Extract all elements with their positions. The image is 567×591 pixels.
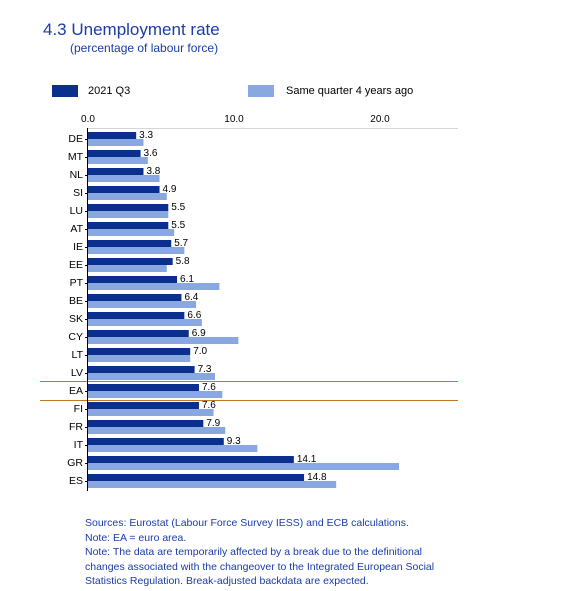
data-label: 7.3	[198, 364, 212, 375]
category-label: LU	[70, 205, 83, 217]
legend-label-2021-q3: 2021 Q3	[88, 85, 131, 97]
bar-2021-q3	[88, 258, 173, 265]
data-label: 3.8	[146, 166, 160, 177]
bar-2021-q3	[88, 348, 191, 355]
bar-2021-q3	[88, 168, 144, 175]
bar-2021-q3	[88, 474, 305, 481]
data-label: 7.9	[206, 418, 220, 429]
category-label: EA	[69, 385, 83, 397]
bar-4-years-ago	[88, 157, 148, 164]
bar-2021-q3	[88, 420, 204, 427]
data-label: 14.8	[307, 472, 327, 483]
data-label: 7.6	[202, 400, 216, 411]
bar-4-years-ago	[88, 427, 226, 434]
category-label: LT	[72, 349, 84, 361]
bar-4-years-ago	[88, 301, 197, 308]
bar-2021-q3	[88, 186, 160, 193]
legend-swatch-2021-q3	[52, 85, 78, 97]
data-label: 14.1	[297, 454, 317, 465]
x-tick-label: 10.0	[224, 114, 244, 125]
bar-4-years-ago	[88, 247, 185, 254]
category-label: GR	[67, 457, 83, 469]
bar-2021-q3	[88, 366, 195, 373]
category-label: ES	[69, 475, 83, 487]
bar-4-years-ago	[88, 445, 258, 452]
category-label: MT	[68, 151, 84, 163]
category-label: AT	[70, 223, 83, 235]
bar-2021-q3	[88, 438, 224, 445]
bar-4-years-ago	[88, 373, 216, 380]
chart-subtitle: (percentage of labour force)	[70, 41, 219, 55]
bar-2021-q3	[88, 240, 172, 247]
bar-4-years-ago	[88, 265, 167, 272]
bar-2021-q3	[88, 312, 185, 319]
category-label: LV	[71, 367, 83, 379]
category-label: BE	[69, 295, 83, 307]
category-label: IE	[73, 241, 83, 253]
category-label: CY	[68, 331, 83, 343]
data-label: 5.8	[176, 256, 190, 267]
category-label: PT	[70, 277, 84, 289]
category-label: FI	[74, 403, 83, 415]
bar-2021-q3	[88, 294, 182, 301]
bar-4-years-ago	[88, 337, 239, 344]
data-label: 5.5	[171, 220, 185, 231]
bar-2021-q3	[88, 402, 199, 409]
data-label: 6.1	[180, 274, 194, 285]
bar-4-years-ago	[88, 319, 202, 326]
data-label: 6.4	[184, 292, 198, 303]
bar-2021-q3	[88, 276, 178, 283]
sources-line: Sources: Eurostat (Labour Force Survey I…	[85, 517, 409, 529]
category-label: DE	[68, 133, 83, 145]
data-label: 5.5	[171, 202, 185, 213]
bar-4-years-ago	[88, 139, 144, 146]
x-tick-label: 0.0	[81, 114, 95, 125]
bar-2021-q3	[88, 456, 294, 463]
note-line: changes associated with the changeover t…	[85, 560, 435, 573]
category-label: SI	[73, 187, 83, 199]
data-label: 9.3	[227, 436, 241, 447]
data-label: 6.6	[187, 310, 201, 321]
bar-4-years-ago	[88, 229, 175, 236]
chart-title: 4.3 Unemployment rate	[43, 20, 220, 39]
bar-2021-q3	[88, 204, 169, 211]
data-label: 3.6	[144, 148, 158, 159]
category-label: IT	[74, 439, 84, 451]
note-line: Note: EA = euro area.	[85, 531, 187, 544]
note-line: Statistics Regulation. Break-adjusted ba…	[85, 575, 369, 587]
data-label: 7.0	[193, 346, 207, 357]
bar-2021-q3	[88, 132, 137, 139]
category-label: SK	[69, 313, 83, 325]
legend-swatch-4-years-ago	[248, 85, 274, 97]
data-label: 7.6	[202, 382, 216, 393]
data-label: 6.9	[192, 328, 206, 339]
category-label: FR	[69, 421, 83, 433]
category-label: EE	[69, 259, 83, 271]
bar-4-years-ago	[88, 211, 169, 218]
x-tick-label: 20.0	[370, 114, 390, 125]
legend: 2021 Q3 Same quarter 4 years ago	[0, 84, 567, 100]
bar-4-years-ago	[88, 409, 214, 416]
data-label: 5.7	[174, 238, 188, 249]
bar-4-years-ago	[88, 193, 167, 200]
data-label: 3.3	[139, 130, 153, 141]
category-label: NL	[70, 169, 84, 181]
bar-2021-q3	[88, 150, 141, 157]
bar-4-years-ago	[88, 355, 191, 362]
bar-4-years-ago	[88, 481, 337, 488]
bar-2021-q3	[88, 222, 169, 229]
bar-4-years-ago	[88, 283, 220, 290]
bar-chart: 0.0 10.0 20.0 DE 3.3 MT 3.6 NL 3.8 SI 4.9 LU 5.5 AT 5.…	[40, 114, 458, 491]
bar-4-years-ago	[88, 463, 399, 470]
bar-2021-q3	[88, 330, 189, 337]
bar-4-years-ago	[88, 391, 223, 398]
bar-2021-q3	[88, 384, 199, 391]
legend-label-4-years-ago: Same quarter 4 years ago	[286, 85, 414, 97]
bar-4-years-ago	[88, 175, 160, 182]
note-line: Note: The data are temporarily affected …	[85, 546, 422, 558]
sources-note: Sources: Eurostat (Labour Force Survey I…	[85, 516, 505, 589]
data-label: 4.9	[163, 184, 177, 195]
